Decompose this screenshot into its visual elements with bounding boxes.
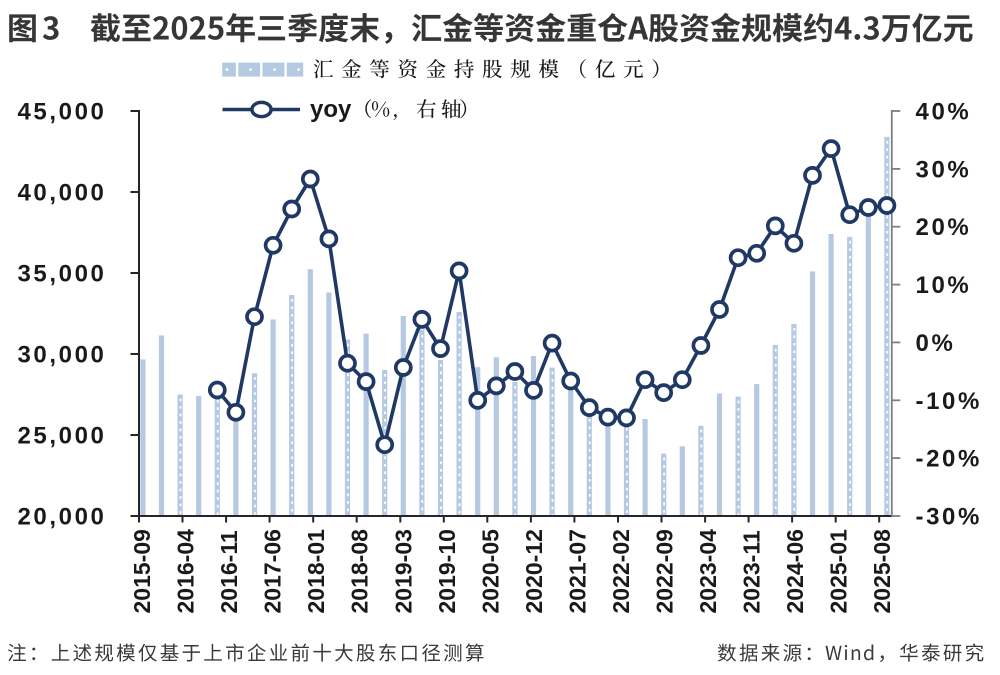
svg-text:2025-01: 2025-01 xyxy=(826,529,852,614)
svg-text:2022-09: 2022-09 xyxy=(652,529,678,613)
svg-text:2019-03: 2019-03 xyxy=(390,529,416,613)
svg-text:-30%: -30% xyxy=(916,504,982,531)
svg-text:2020-12: 2020-12 xyxy=(521,529,547,613)
svg-text:2023-11: 2023-11 xyxy=(739,530,765,613)
svg-text:2022-02: 2022-02 xyxy=(608,529,634,613)
svg-text:2021-07: 2021-07 xyxy=(564,529,590,613)
svg-text:40%: 40% xyxy=(916,99,972,126)
svg-text:2016-04: 2016-04 xyxy=(173,529,199,614)
svg-text:2017-06: 2017-06 xyxy=(260,529,286,613)
svg-text:2019-10: 2019-10 xyxy=(434,529,460,613)
svg-text:2023-04: 2023-04 xyxy=(695,529,721,614)
svg-text:2018-01: 2018-01 xyxy=(303,529,329,614)
svg-text:30%: 30% xyxy=(916,156,972,183)
svg-text:20%: 20% xyxy=(916,214,972,241)
svg-text:-10%: -10% xyxy=(916,388,982,415)
svg-text:30,000: 30,000 xyxy=(17,342,106,369)
svg-text:2024-06: 2024-06 xyxy=(782,529,808,613)
svg-text:2025-08: 2025-08 xyxy=(869,529,895,614)
svg-text:2016-11: 2016-11 xyxy=(216,530,242,613)
svg-text:25,000: 25,000 xyxy=(17,423,106,450)
svg-text:35,000: 35,000 xyxy=(17,261,106,288)
svg-text:0%: 0% xyxy=(916,330,956,357)
svg-text:2015-09: 2015-09 xyxy=(129,529,155,613)
svg-text:45,000: 45,000 xyxy=(17,99,106,126)
svg-text:2018-08: 2018-08 xyxy=(347,529,373,614)
svg-text:10%: 10% xyxy=(916,272,972,299)
svg-text:2020-05: 2020-05 xyxy=(477,529,503,614)
svg-text:40,000: 40,000 xyxy=(17,180,106,207)
svg-text:-20%: -20% xyxy=(916,446,982,473)
svg-text:yoy: yoy xyxy=(310,96,352,123)
svg-text:20,000: 20,000 xyxy=(17,504,106,531)
